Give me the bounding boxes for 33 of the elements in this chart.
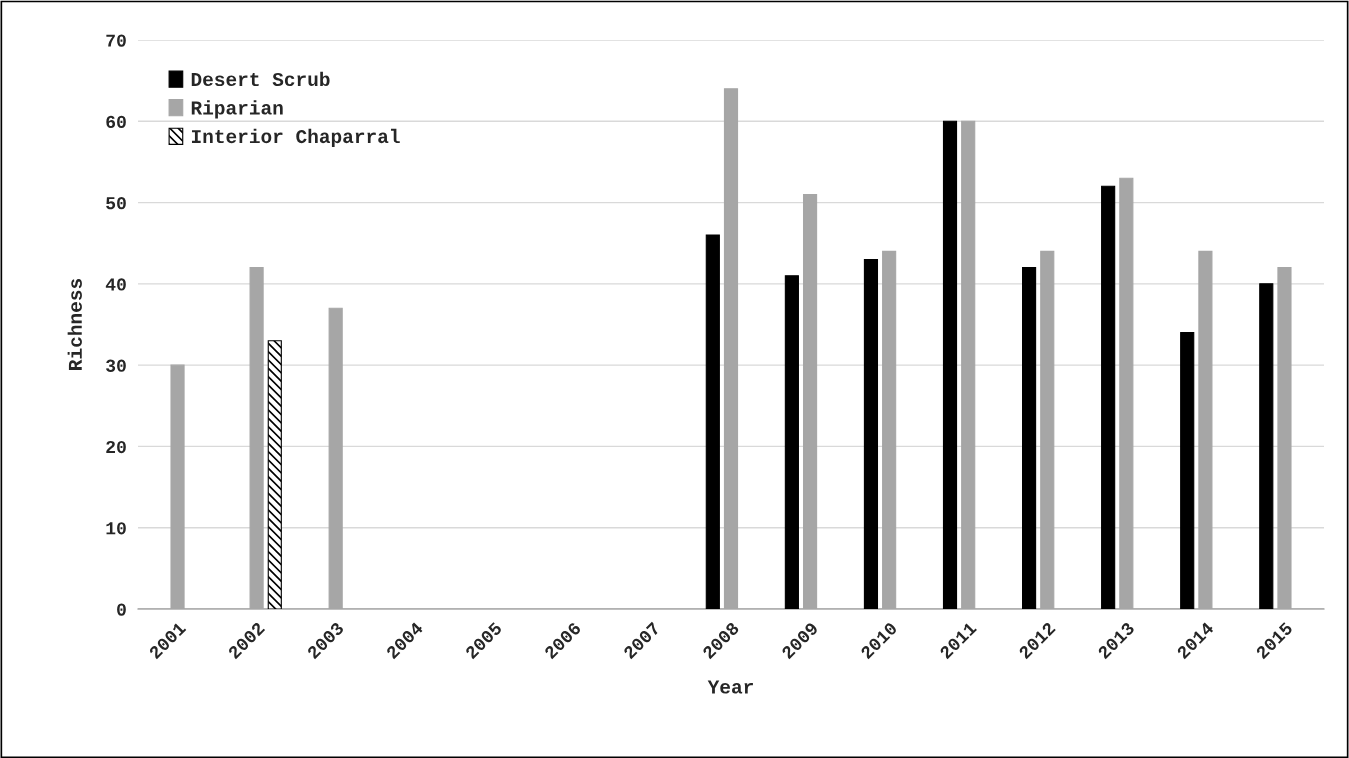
bar [863,258,879,609]
bar [1198,250,1213,609]
legend-label: Interior Chaparral [191,128,400,147]
bar [1022,267,1037,609]
bar [723,88,739,609]
y-axis-title: Richness [67,279,82,370]
x-axis-title: Year [707,680,753,694]
bar [1101,185,1116,609]
bar [170,364,185,609]
y-tick-label: 40 [105,278,126,291]
bar [267,340,282,609]
y-tick-label: 50 [106,197,126,210]
bar [1040,250,1055,609]
y-tick-label: 10 [106,522,126,535]
bar [1277,267,1292,609]
bar [1119,177,1134,609]
y-tick-label: 0 [117,603,126,616]
bar [882,250,897,609]
bar [1259,283,1274,609]
bar [1180,332,1195,609]
y-tick-label: 60 [106,115,126,129]
y-tick-label: 70 [106,34,126,47]
y-tick-label: 30 [106,359,126,372]
bar [961,120,976,609]
bar [784,275,799,609]
legend-label: Riparian [191,100,283,119]
bar [249,267,264,609]
bar [942,120,958,609]
bar [328,307,343,609]
y-tick-label: 20 [106,440,126,454]
bar [705,234,720,609]
bar [802,193,818,609]
legend-label: Desert Scrub [191,71,330,87]
